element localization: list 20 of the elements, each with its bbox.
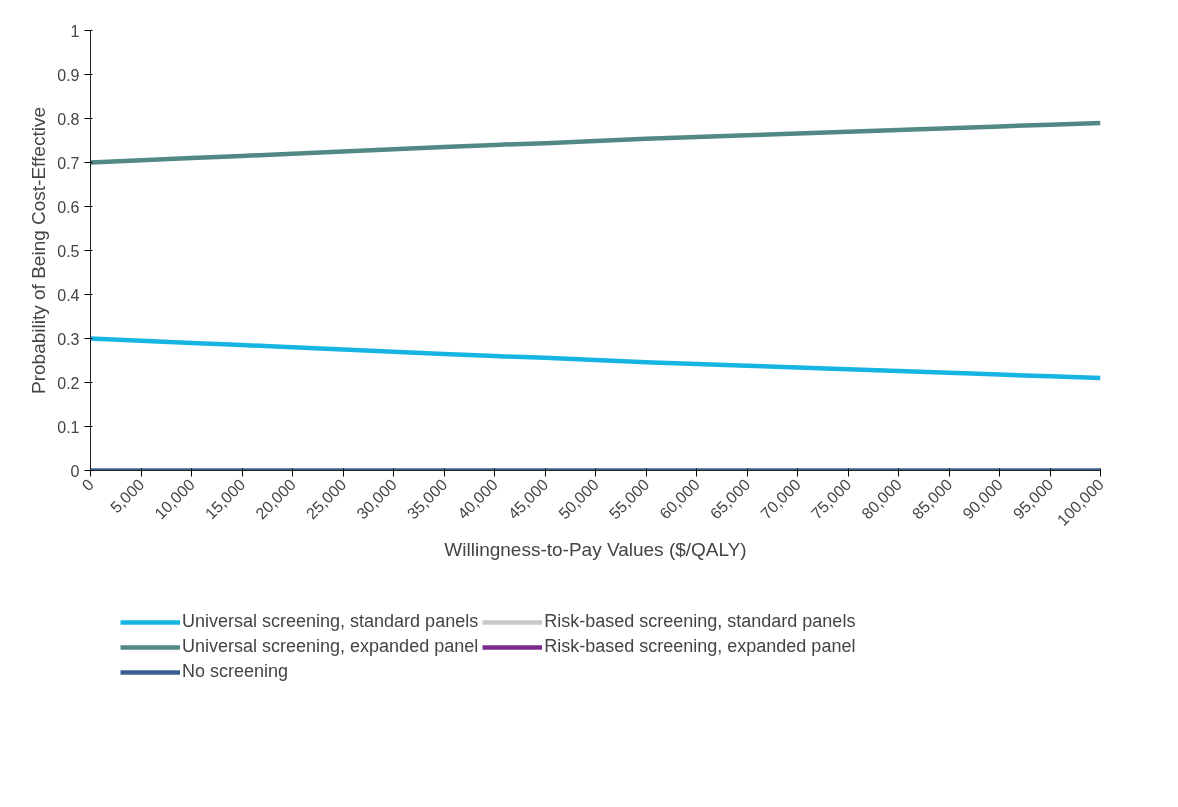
y-tick-label: 0.2 [57, 374, 80, 392]
y-tick-label: 0.4 [57, 286, 80, 304]
y-tick-label: 0.7 [57, 154, 80, 172]
line-series [90, 120, 1101, 165]
y-tick-label: 0.8 [57, 110, 80, 128]
y-tick-label: 0.6 [57, 198, 80, 216]
y-tick-label: 0 [70, 462, 80, 480]
y-tick-label: 0.3 [57, 330, 80, 348]
legend-label: Universal screening, expanded panel [182, 636, 479, 657]
legend-label: Risk-based screening, standard panels [544, 611, 856, 632]
line-series [90, 336, 1101, 381]
legend-label: Universal screening, standard panels [182, 611, 479, 632]
y-tick-label: 0.1 [57, 418, 80, 436]
y-tick-label: 0.9 [57, 66, 80, 84]
legend-label: No screening [182, 661, 289, 682]
legend-label: Risk-based screening, expanded panel [544, 636, 856, 657]
y-tick-label: 1 [70, 22, 80, 40]
x-axis-title: Willingness-to-Pay Values ($/QALY) [444, 538, 747, 560]
y-axis-title: Probability of Being Cost-Effective [28, 107, 50, 394]
y-tick-label: 0.5 [57, 242, 80, 260]
